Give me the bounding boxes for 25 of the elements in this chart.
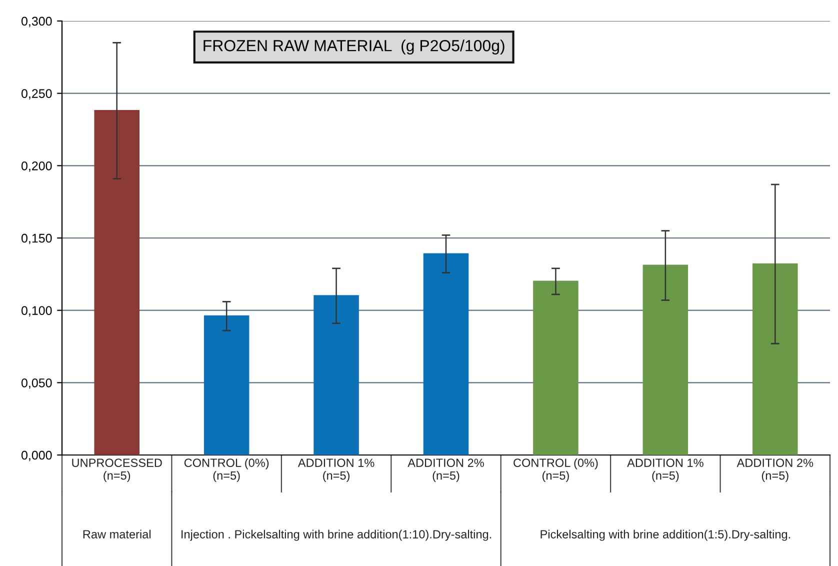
y-tick-label: 0,250 [21, 89, 52, 100]
text: FROZEN RAW MATERIAL (g P2O5/100g) [204, 40, 504, 54]
x-tick-label: ADDITION 1% (n=5) [298, 458, 374, 482]
x-tick-label: ADDITION 2% (n=5) [408, 458, 484, 482]
x-tick-label: ADDITION 1% (n=5) [627, 458, 704, 482]
bar [423, 253, 469, 455]
y-tick-label: 0,200 [21, 161, 52, 172]
y-tick-label: 0,300 [21, 16, 52, 28]
y-tick-label: 0,000 [21, 450, 52, 462]
y-tick-label: 0,050 [21, 378, 52, 389]
y-tick-label: 0,100 [21, 306, 52, 316]
bar [314, 295, 359, 455]
text: Raw material [83, 530, 151, 538]
bar [752, 263, 798, 455]
bar [94, 110, 140, 455]
bar [204, 315, 250, 455]
text: Pickelsalting with brine addition(1:5).Dry-salting. [540, 530, 790, 541]
x-tick-label: CONTROL (0%) (n=5) [184, 458, 269, 482]
x-tick-label: CONTROL (0%) (n=5) [514, 458, 598, 482]
x-tick-label: ADDITION 2% (n=5) [736, 458, 814, 482]
bar [642, 264, 688, 455]
x-tick-label: UNPROCESSED (n=5) [72, 458, 162, 482]
text: Injection . Pickelsalting with brine addition(1:10).Dry-salting. [182, 530, 492, 541]
y-tick-label: 0,150 [21, 234, 52, 244]
bar [533, 280, 578, 455]
